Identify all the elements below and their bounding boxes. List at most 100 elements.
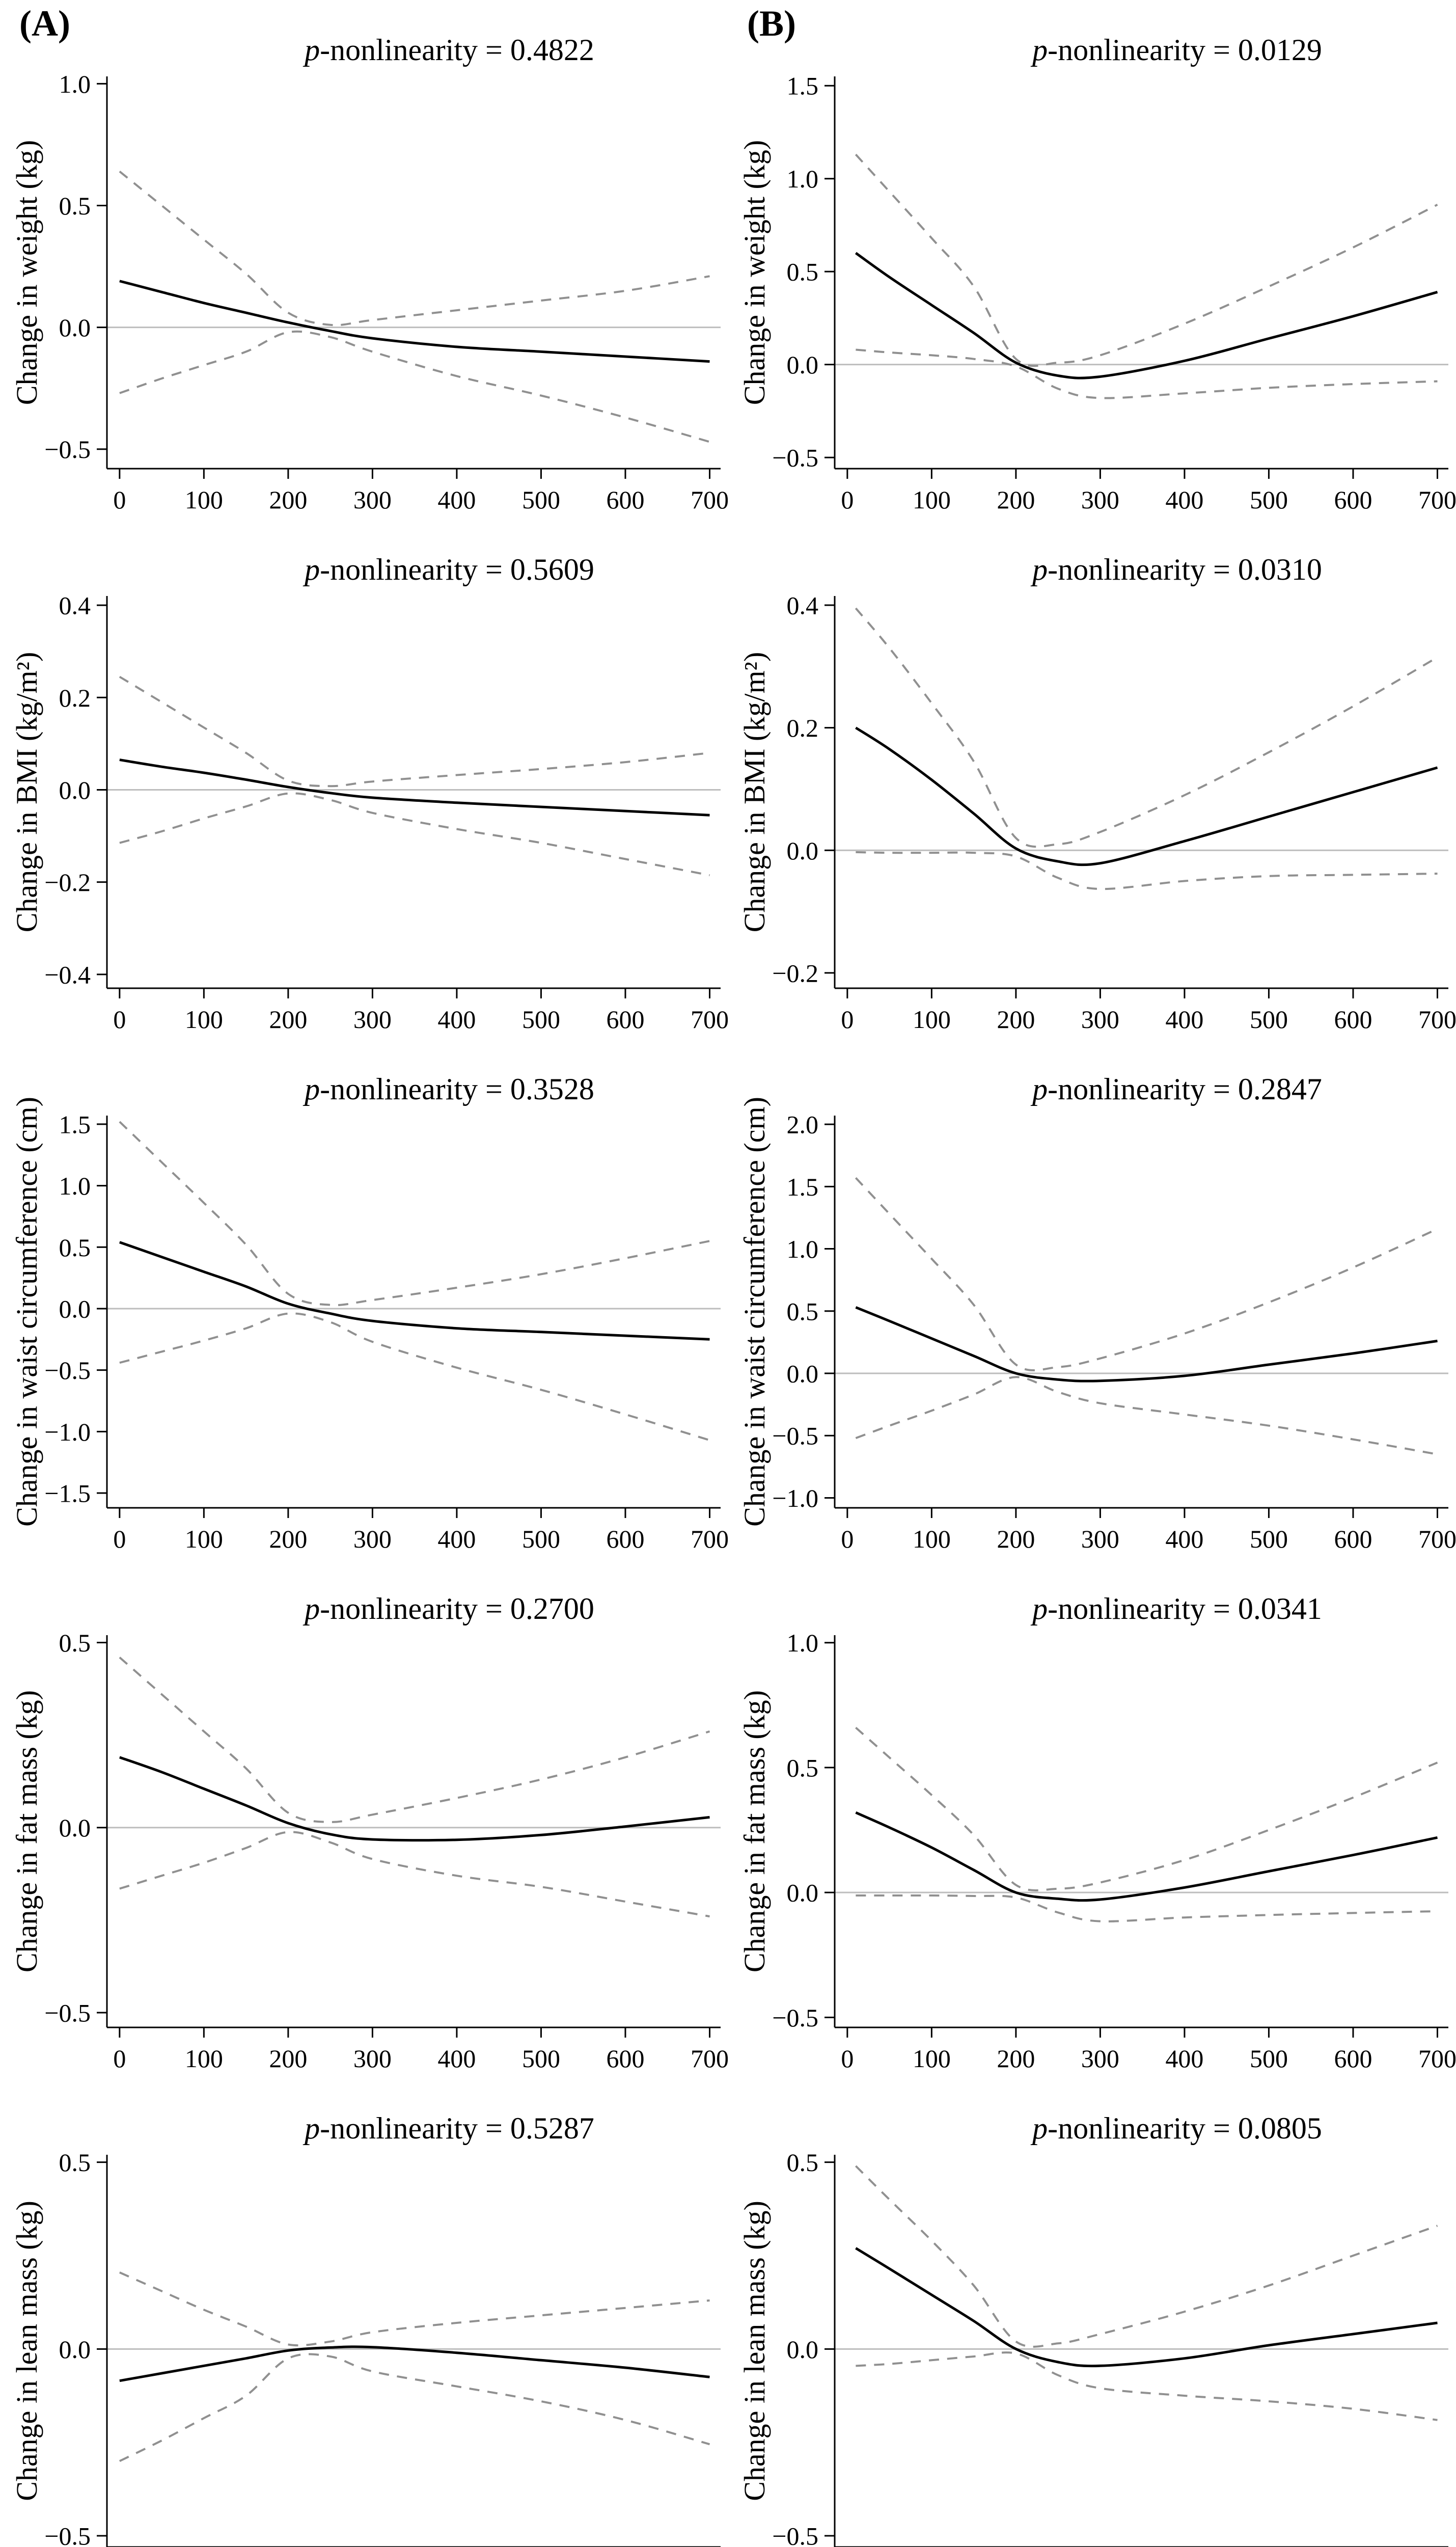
spline-center-line (855, 1811, 1438, 1902)
chart-row-fat-mass: 0.5 0.0 −0.5 0 100 200 300 400 500 600 700 p-nonlin… (0, 1559, 1456, 2078)
x-tick-label: 500 (522, 485, 560, 514)
p-nonlinearity-label: p-nonlinearity = 0.2700 (303, 1592, 594, 1625)
x-tick-label: 400 (1165, 485, 1203, 514)
x-tick-label: 700 (691, 1525, 728, 1553)
x-tick-label: 300 (353, 485, 392, 514)
spline-center-line (855, 252, 1438, 380)
x-tick-label: 0 (113, 1525, 126, 1553)
y-tick-label: 0.2 (59, 684, 91, 712)
x-tick-label: 200 (997, 2044, 1035, 2073)
chart-panel: (A) 1.0 0.5 0.0 −0.5 0 100 200 300 400 500 600 700 p… (0, 0, 728, 520)
x-tick-label: 500 (522, 1525, 560, 1553)
x-tick-label: 400 (1165, 1525, 1203, 1553)
ci-upper-line (855, 1177, 1438, 1372)
x-tick-label: 300 (1081, 2044, 1119, 2073)
x-tick-label: 400 (437, 1005, 476, 1034)
y-axis-title: Change in waist circumference (cm) (10, 1097, 43, 1527)
x-tick-label: 300 (1081, 1005, 1119, 1034)
x-tick-label: 100 (185, 485, 223, 514)
column-label-b: (B) (747, 3, 796, 44)
y-tick-label: −1.0 (44, 1418, 91, 1446)
y-tick-label: −0.5 (772, 1422, 818, 1450)
chart-panel: 0.50.0−0.50100200300400500600700p-nonlin… (728, 2078, 1455, 2547)
y-axis-title: Change in weight (kg) (10, 140, 43, 405)
ci-lower-line (119, 2353, 710, 2462)
y-tick-label: 0.5 (787, 2148, 819, 2177)
x-tick-label: 200 (269, 485, 307, 514)
y-tick-label: 1.5 (59, 1110, 91, 1139)
x-tick-label: 0 (113, 1005, 126, 1034)
x-tick-label: 0 (841, 1005, 854, 1034)
y-axis-title: Change in weight (kg) (738, 140, 771, 405)
y-tick-label: 0.0 (787, 1879, 819, 1907)
p-nonlinearity-label: p-nonlinearity = 0.4822 (303, 33, 594, 67)
y-axis-title: Change in BMI (kg/m²) (10, 652, 43, 933)
y-axis-title: Change in lean mass (kg) (738, 2201, 771, 2501)
ci-lower-line (855, 1376, 1438, 1455)
chart-svg-vegetable-fat-mass: 1.0 0.5 0.0 −0.5 0 100 200 300 400 500 600 700 p-non… (738, 1592, 1455, 2073)
ci-lower-line (856, 851, 1438, 890)
chart-svg-fruit-waist: 1.5 1.0 0.5 0.0 −0.5 −1.0 −1.5 0 100 200 300 400 500… (10, 1072, 728, 1553)
chart-svg-fruit-fat-mass: 0.5 0.0 −0.5 0 100 200 300 400 500 600 700 p-nonlin… (10, 1592, 728, 2073)
x-tick-label: 400 (1165, 2044, 1203, 2073)
x-tick-label: 500 (522, 1005, 560, 1034)
y-tick-label: −1.0 (772, 1484, 818, 1512)
ci-upper-line (119, 1657, 710, 1823)
x-tick-label: 600 (1334, 1005, 1372, 1034)
x-tick-label: 600 (1334, 2044, 1372, 2073)
x-tick-label: 200 (997, 1005, 1035, 1034)
y-tick-label: 0.0 (787, 350, 819, 379)
x-tick-label: 500 (1250, 1005, 1288, 1034)
spline-center-line (119, 758, 710, 817)
y-tick-label: 0.5 (787, 1297, 819, 1325)
y-tick-label: 0.0 (59, 313, 91, 342)
spline-center-line (119, 280, 710, 363)
spline-center-line (855, 726, 1438, 866)
y-tick-label: 1.5 (787, 1173, 819, 1201)
x-tick-label: 700 (691, 2044, 728, 2073)
x-tick-label: 200 (997, 1525, 1035, 1553)
chart-panel: 2.0 1.5 1.0 0.5 0.0 −0.5 −1.0 0 100 200 300 400 500 6… (728, 1039, 1455, 1559)
chart-row-weight: (A) 1.0 0.5 0.0 −0.5 0 100 200 300 400 500 600 700 p… (0, 0, 1456, 520)
x-tick-label: 100 (185, 1005, 223, 1034)
x-tick-label: 300 (1081, 485, 1119, 514)
y-tick-label: 0.5 (787, 258, 819, 286)
ci-upper-line (119, 2271, 710, 2347)
y-tick-label: −0.5 (44, 1998, 91, 2027)
chart-panel: 1.5 1.0 0.5 0.0 −0.5 −1.0 −1.5 0 100 200 300 400 500… (0, 1039, 728, 1559)
x-tick-label: 700 (1418, 1005, 1455, 1034)
y-tick-label: 0.5 (59, 1629, 91, 1657)
y-axis-title: Change in lean mass (kg) (10, 2201, 43, 2501)
y-tick-label: 0.0 (59, 776, 91, 804)
chart-svg-vegetable-weight: 1.5 1.0 0.5 0.0 −0.5 0 100 200 300 400 500 600 700 p-… (738, 33, 1455, 514)
x-tick-label: 600 (1334, 485, 1372, 514)
chart-panel: 0.4 0.2 0.0 −0.2 −0.4 0 100 200 300 400 500 600 700 p… (0, 520, 728, 1039)
column-label-a: (A) (19, 3, 70, 44)
ci-lower-line (119, 1312, 710, 1442)
y-tick-label: 1.5 (787, 72, 819, 100)
y-tick-label: 0.0 (59, 2335, 91, 2364)
spline-center-line (119, 1756, 710, 1842)
ci-lower-line (119, 1831, 710, 1918)
y-tick-label: 1.0 (59, 1172, 91, 1200)
y-tick-label: 1.0 (787, 1235, 819, 1263)
ci-upper-line (119, 675, 710, 788)
x-tick-label: 400 (437, 1525, 476, 1553)
spline-center-line (119, 2345, 710, 2382)
chart-svg-vegetable-waist: 2.0 1.5 1.0 0.5 0.0 −0.5 −1.0 0 100 200 300 400 500 6… (738, 1072, 1455, 1553)
chart-svg-vegetable-bmi: 0.4 0.2 0.0 −0.2 0 100 200 300 400 500 600 700 p-non… (738, 553, 1455, 1034)
x-tick-label: 100 (913, 1005, 951, 1034)
y-tick-label: −0.4 (44, 960, 91, 989)
y-tick-label: 1.0 (59, 70, 91, 98)
x-tick-label: 700 (1418, 485, 1455, 514)
chart-panel: (B) 1.5 1.0 0.5 0.0 −0.5 0 100 200 300 400 500 600 7… (728, 0, 1455, 520)
ci-lower-line (119, 330, 710, 443)
x-tick-label: 400 (437, 485, 476, 514)
x-tick-label: 700 (691, 485, 728, 514)
x-tick-label: 100 (185, 2044, 223, 2073)
p-nonlinearity-label: p-nonlinearity = 0.0341 (1030, 1592, 1322, 1625)
chart-panel: 1.0 0.5 0.0 −0.5 0 100 200 300 400 500 600 700 p-non… (728, 1559, 1455, 2078)
ci-upper-line (855, 1726, 1438, 1891)
y-axis-title: Change in fat mass (kg) (738, 1690, 771, 1972)
